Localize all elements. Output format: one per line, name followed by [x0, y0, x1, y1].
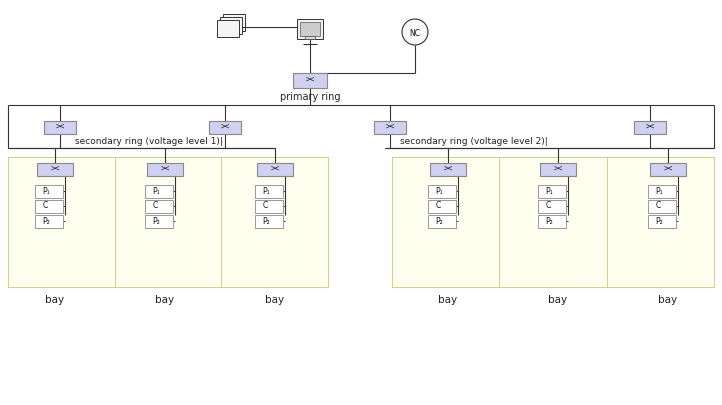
Text: P₂: P₂	[435, 217, 443, 226]
Bar	[648, 215, 676, 228]
Text: P₁: P₁	[545, 186, 552, 196]
Bar	[147, 162, 183, 175]
Bar	[35, 185, 63, 198]
Bar	[538, 215, 566, 228]
Text: C: C	[43, 202, 48, 211]
Text: bay: bay	[45, 295, 64, 305]
Bar	[500, 157, 606, 287]
Bar	[606, 157, 714, 287]
Bar	[255, 185, 283, 198]
Bar	[648, 185, 676, 198]
Bar	[392, 157, 714, 287]
Bar	[538, 200, 566, 213]
Text: C: C	[153, 202, 158, 211]
Bar	[634, 121, 666, 134]
Text: secondary ring (voltage level 1)|: secondary ring (voltage level 1)|	[75, 137, 223, 146]
Text: P₁: P₁	[152, 186, 160, 196]
Text: P₂: P₂	[545, 217, 552, 226]
Bar	[392, 157, 500, 287]
Bar	[35, 200, 63, 213]
Text: P₂: P₂	[262, 217, 269, 226]
Bar	[115, 157, 222, 287]
Text: C: C	[263, 202, 269, 211]
Bar	[428, 215, 456, 228]
Text: P₂: P₂	[152, 217, 160, 226]
Bar	[650, 162, 686, 175]
Bar	[255, 215, 283, 228]
Text: ><: ><	[270, 164, 279, 173]
Bar	[293, 72, 327, 87]
Bar	[428, 185, 456, 198]
Text: ><: ><	[51, 164, 60, 173]
Text: ><: ><	[443, 164, 453, 173]
Text: ><: ><	[386, 122, 395, 132]
Bar	[300, 22, 320, 36]
Bar	[145, 200, 173, 213]
Text: bay: bay	[266, 295, 284, 305]
Bar	[217, 20, 239, 37]
Text: P₁: P₁	[42, 186, 49, 196]
Bar	[35, 215, 63, 228]
Bar	[648, 200, 676, 213]
Text: ><: ><	[664, 164, 673, 173]
Text: C: C	[656, 202, 661, 211]
Bar	[297, 19, 323, 39]
Bar	[8, 157, 115, 287]
Text: ><: ><	[645, 122, 655, 132]
Text: bay: bay	[438, 295, 458, 305]
Text: ><: ><	[220, 122, 230, 132]
Text: primary ring: primary ring	[279, 92, 340, 102]
Text: C: C	[436, 202, 441, 211]
Bar	[37, 162, 73, 175]
Text: ><: ><	[56, 122, 65, 132]
Bar	[222, 157, 328, 287]
Text: P₂: P₂	[655, 217, 663, 226]
Bar	[430, 162, 466, 175]
Bar	[223, 14, 245, 31]
Bar	[428, 200, 456, 213]
Bar	[145, 185, 173, 198]
Text: C: C	[546, 202, 552, 211]
Text: bay: bay	[658, 295, 677, 305]
Bar	[8, 157, 328, 287]
Bar	[255, 200, 283, 213]
Bar	[220, 17, 242, 34]
Bar	[209, 121, 241, 134]
Bar	[257, 162, 293, 175]
Bar	[145, 215, 173, 228]
Text: P₁: P₁	[435, 186, 443, 196]
Text: P₂: P₂	[42, 217, 50, 226]
Text: bay: bay	[549, 295, 567, 305]
Bar	[305, 36, 315, 39]
Bar	[374, 121, 406, 134]
Circle shape	[402, 19, 428, 45]
Text: secondary ring (voltage level 2)|: secondary ring (voltage level 2)|	[400, 137, 548, 146]
Text: ><: ><	[160, 164, 170, 173]
Text: bay: bay	[155, 295, 175, 305]
Bar	[44, 121, 76, 134]
Text: P₁: P₁	[655, 186, 663, 196]
Bar	[538, 185, 566, 198]
Bar	[540, 162, 576, 175]
Text: ><: ><	[553, 164, 562, 173]
Text: P₁: P₁	[262, 186, 269, 196]
Text: NC: NC	[409, 30, 420, 38]
Text: ><: ><	[305, 75, 315, 85]
